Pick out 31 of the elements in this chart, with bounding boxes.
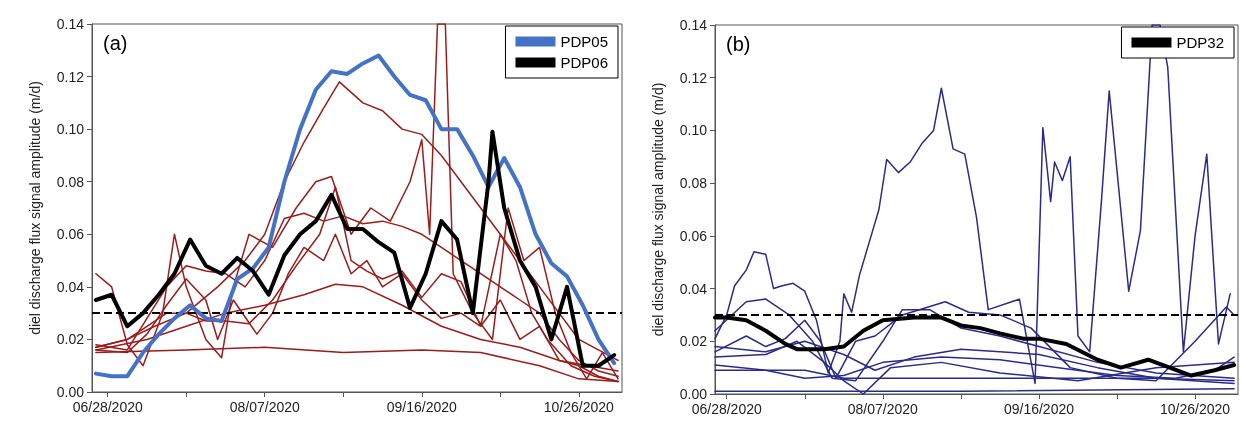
legend-label: PDP05	[560, 33, 608, 50]
y-tick-label: 0.14	[56, 16, 85, 32]
chart-title: (a)	[103, 32, 128, 54]
y-axis-title: diel discharge flux signal amplitude (m/d)	[650, 82, 666, 337]
y-tick-label: 0.06	[679, 227, 708, 244]
y-tick-label: 0.02	[679, 333, 708, 350]
y-tick-label: 0.00	[56, 384, 85, 400]
y-tick-label: 0.08	[56, 173, 85, 190]
y-tick-label: 0.14	[679, 17, 708, 33]
y-tick-label: 0.12	[679, 69, 708, 86]
y-tick-label: 0.04	[679, 280, 708, 297]
y-tick-label: 0.06	[56, 226, 85, 243]
x-tick-label: 09/16/2020	[1003, 401, 1075, 417]
y-tick-label: 0.10	[56, 121, 85, 138]
y-tick-label: 0.10	[679, 122, 708, 139]
chart-title: (b)	[726, 33, 751, 55]
x-tick-label: 06/28/2020	[691, 401, 762, 417]
legend-label: PDP06	[560, 54, 608, 71]
x-tick-label: 08/07/2020	[847, 401, 919, 417]
x-tick-label: 10/26/2020	[543, 399, 615, 415]
x-tick-label: 06/28/2020	[72, 399, 143, 415]
y-tick-label: 0.00	[679, 386, 708, 402]
y-tick-label: 0.08	[679, 175, 708, 192]
legend-label: PDP32	[1176, 34, 1224, 51]
y-tick-label: 0.12	[56, 68, 85, 85]
x-tick-label: 08/07/2020	[229, 399, 300, 415]
y-tick-label: 0.04	[56, 278, 85, 295]
y-tick-label: 0.02	[56, 331, 85, 348]
x-tick-label: 09/16/2020	[386, 399, 458, 415]
x-tick-label: 10/26/2020	[1160, 401, 1231, 417]
y-axis-title: diel discharge flux signal amplitude (m/d)	[27, 81, 43, 335]
